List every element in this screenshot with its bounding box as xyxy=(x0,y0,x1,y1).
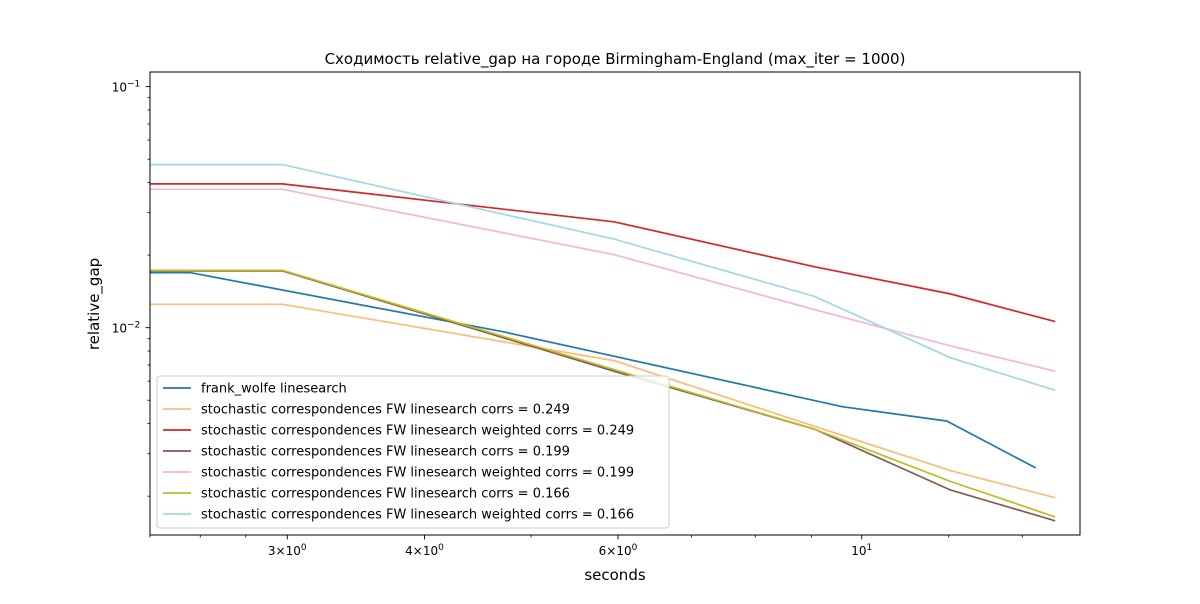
x-axis-label: seconds xyxy=(584,566,645,584)
axes: 3×100 4×100 6×100 101 10−1 10−2 xyxy=(112,71,1081,558)
plot-area xyxy=(150,163,1056,522)
x-tick-label: 6×100 xyxy=(599,543,638,558)
chart-title: Сходимость relative_gap на городе Birmin… xyxy=(325,50,906,69)
series-line-7 xyxy=(150,163,1056,392)
legend-label-4: stochastic correspondences FW linesearch… xyxy=(201,445,570,460)
legend-label-3: stochastic correspondences FW linesearch… xyxy=(201,424,634,439)
legend-label-7: stochastic correspondences FW linesearch… xyxy=(201,508,634,523)
legend: frank_wolfe linesearch stochastic corresp… xyxy=(156,375,670,529)
series-line-6 xyxy=(150,269,1056,518)
series-line-2 xyxy=(150,303,1056,499)
series-line-3 xyxy=(150,183,1056,323)
y-tick-label: 10−2 xyxy=(112,321,141,336)
y-axis-label: relative_gap xyxy=(85,258,104,350)
legend-label-1: frank_wolfe linesearch xyxy=(201,382,347,397)
series-line-5 xyxy=(150,188,1056,373)
x-tick-label: 3×100 xyxy=(268,543,307,558)
legend-box xyxy=(156,375,670,529)
series-line-1 xyxy=(150,271,1037,469)
y-tick-label: 10−1 xyxy=(112,80,141,95)
legend-label-2: stochastic correspondences FW linesearch… xyxy=(201,403,570,418)
x-tick-label: 101 xyxy=(851,543,872,558)
axes-frame xyxy=(149,71,1081,536)
legend-label-5: stochastic correspondences FW linesearch… xyxy=(201,466,634,481)
x-tick-label: 4×100 xyxy=(405,543,444,558)
legend-label-6: stochastic correspondences FW linesearch… xyxy=(201,487,570,502)
